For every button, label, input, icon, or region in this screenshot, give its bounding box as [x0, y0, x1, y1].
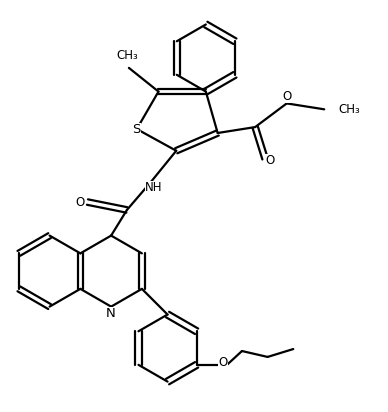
- Text: O: O: [218, 356, 228, 369]
- Text: CH₃: CH₃: [116, 49, 138, 62]
- Text: O: O: [265, 154, 274, 167]
- Text: S: S: [133, 122, 141, 136]
- Text: NH: NH: [145, 180, 163, 194]
- Text: O: O: [76, 196, 85, 208]
- Text: O: O: [282, 90, 291, 103]
- Text: N: N: [106, 307, 115, 320]
- Text: CH₃: CH₃: [338, 103, 360, 116]
